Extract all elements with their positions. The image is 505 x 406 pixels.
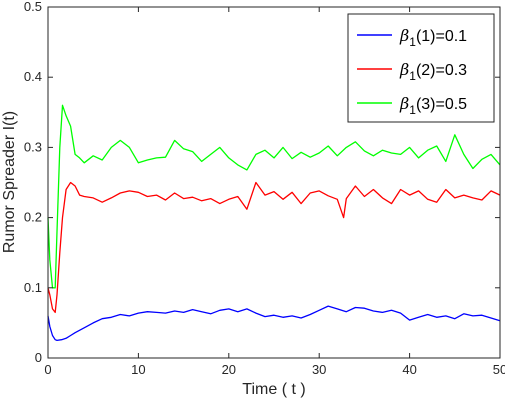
legend-label-3: β1(3)=0.5 — [399, 94, 467, 117]
legend-suffix: (2)=0.3 — [416, 62, 467, 79]
legend-items: β1(1)=0.1β1(2)=0.3β1(3)=0.5 — [357, 26, 467, 117]
y-tick-label: 0.5 — [24, 0, 42, 14]
y-tick-label: 0.3 — [24, 139, 42, 154]
legend-label-1: β1(1)=0.1 — [399, 26, 467, 49]
legend-suffix: (1)=0.1 — [416, 28, 467, 45]
legend: β1(1)=0.1β1(2)=0.3β1(3)=0.5 — [347, 13, 495, 123]
series-line-2 — [47, 181, 501, 314]
x-tick-label: 30 — [312, 362, 326, 377]
series-line-1 — [47, 305, 501, 342]
series-layer — [47, 104, 501, 342]
legend-subscript: 1 — [409, 69, 416, 83]
x-axis-label: Time ( t ) — [242, 381, 305, 398]
x-tick-label: 20 — [222, 362, 236, 377]
legend-suffix: (3)=0.5 — [416, 96, 467, 113]
ticks-layer: 0 10 20 30 40 50 0 0.1 0.2 0.3 0.4 0.5 — [24, 0, 505, 377]
y-tick-label: 0 — [35, 350, 42, 365]
legend-beta: β — [399, 94, 409, 113]
legend-label-2: β1(2)=0.3 — [399, 60, 467, 83]
y-tick-label: 0.4 — [24, 69, 42, 84]
legend-beta: β — [399, 60, 409, 79]
legend-box — [347, 13, 495, 123]
x-tick-label: 10 — [131, 362, 145, 377]
y-axis-label: Rumor Spreader I(t) — [1, 111, 18, 253]
y-tick-label: 0.2 — [24, 210, 42, 225]
y-tick-label: 0.1 — [24, 280, 42, 295]
legend-subscript: 1 — [409, 35, 416, 49]
series-line-3 — [47, 104, 501, 289]
x-tick-label: 0 — [44, 362, 51, 377]
legend-beta: β — [399, 26, 409, 45]
x-tick-label: 40 — [402, 362, 416, 377]
plot-frame — [47, 6, 501, 359]
x-tick-label: 50 — [493, 362, 505, 377]
legend-subscript: 1 — [409, 103, 416, 117]
